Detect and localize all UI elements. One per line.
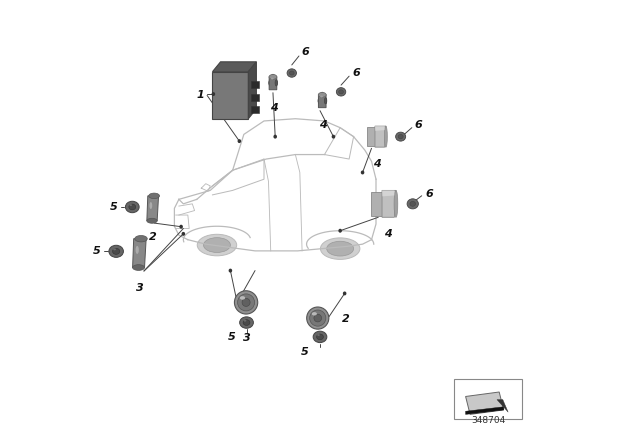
Ellipse shape bbox=[287, 69, 296, 77]
Ellipse shape bbox=[244, 320, 246, 322]
Ellipse shape bbox=[109, 246, 124, 257]
Ellipse shape bbox=[398, 134, 403, 139]
Ellipse shape bbox=[204, 237, 230, 253]
Ellipse shape bbox=[243, 320, 250, 325]
Ellipse shape bbox=[321, 238, 360, 259]
Ellipse shape bbox=[385, 126, 387, 147]
Ellipse shape bbox=[269, 74, 277, 79]
Text: 6: 6 bbox=[352, 68, 360, 78]
Ellipse shape bbox=[135, 236, 147, 242]
Ellipse shape bbox=[312, 312, 317, 315]
Polygon shape bbox=[497, 400, 508, 412]
Polygon shape bbox=[248, 62, 257, 119]
Text: 4: 4 bbox=[374, 159, 381, 168]
Text: 5: 5 bbox=[93, 246, 100, 256]
Text: 4: 4 bbox=[384, 229, 392, 239]
Polygon shape bbox=[319, 92, 326, 108]
Ellipse shape bbox=[269, 78, 277, 88]
Text: 4: 4 bbox=[270, 103, 278, 112]
Ellipse shape bbox=[148, 193, 159, 198]
Text: 5: 5 bbox=[301, 347, 309, 357]
Ellipse shape bbox=[317, 334, 320, 336]
Ellipse shape bbox=[242, 298, 250, 306]
Text: 348704: 348704 bbox=[471, 416, 506, 425]
Ellipse shape bbox=[239, 317, 253, 328]
Text: 3: 3 bbox=[136, 283, 144, 293]
Ellipse shape bbox=[313, 331, 327, 343]
Polygon shape bbox=[371, 192, 383, 216]
Ellipse shape bbox=[339, 90, 344, 94]
Bar bbox=[251, 94, 259, 101]
Ellipse shape bbox=[182, 232, 185, 236]
Ellipse shape bbox=[197, 234, 237, 256]
Polygon shape bbox=[269, 74, 276, 90]
Polygon shape bbox=[375, 126, 386, 147]
Text: 6: 6 bbox=[415, 121, 422, 130]
Ellipse shape bbox=[179, 225, 183, 228]
Bar bbox=[251, 106, 259, 113]
Ellipse shape bbox=[228, 269, 232, 272]
Text: 6: 6 bbox=[425, 189, 433, 199]
Ellipse shape bbox=[318, 96, 326, 106]
Ellipse shape bbox=[132, 265, 145, 271]
Polygon shape bbox=[466, 392, 504, 414]
Ellipse shape bbox=[394, 190, 398, 217]
Ellipse shape bbox=[407, 199, 419, 209]
Ellipse shape bbox=[147, 218, 157, 223]
Ellipse shape bbox=[324, 98, 327, 104]
Text: 2: 2 bbox=[149, 233, 157, 242]
Ellipse shape bbox=[129, 204, 136, 210]
Ellipse shape bbox=[361, 171, 364, 174]
Ellipse shape bbox=[314, 314, 321, 322]
Polygon shape bbox=[367, 127, 376, 146]
Ellipse shape bbox=[136, 246, 139, 254]
Ellipse shape bbox=[234, 291, 258, 314]
Ellipse shape bbox=[273, 135, 277, 138]
Bar bbox=[251, 81, 259, 88]
Polygon shape bbox=[212, 62, 257, 72]
Ellipse shape bbox=[113, 248, 116, 250]
Ellipse shape bbox=[318, 92, 326, 97]
Text: 3: 3 bbox=[243, 333, 251, 343]
Ellipse shape bbox=[113, 248, 120, 254]
Ellipse shape bbox=[327, 241, 354, 256]
Ellipse shape bbox=[320, 95, 323, 98]
Bar bbox=[454, 379, 522, 419]
Text: 1: 1 bbox=[197, 90, 205, 100]
Ellipse shape bbox=[317, 334, 323, 340]
Ellipse shape bbox=[237, 294, 255, 311]
Text: 2: 2 bbox=[342, 314, 349, 324]
Polygon shape bbox=[466, 407, 504, 414]
Ellipse shape bbox=[310, 310, 326, 326]
Text: 5: 5 bbox=[228, 332, 236, 342]
Ellipse shape bbox=[237, 139, 241, 143]
Ellipse shape bbox=[212, 92, 215, 96]
Ellipse shape bbox=[332, 135, 335, 138]
Ellipse shape bbox=[307, 307, 329, 329]
Polygon shape bbox=[147, 196, 159, 221]
Text: 6: 6 bbox=[301, 47, 309, 57]
Ellipse shape bbox=[410, 202, 415, 206]
Ellipse shape bbox=[125, 201, 139, 213]
Polygon shape bbox=[382, 190, 396, 217]
Ellipse shape bbox=[339, 229, 342, 233]
Polygon shape bbox=[132, 239, 146, 267]
Polygon shape bbox=[375, 126, 385, 131]
Ellipse shape bbox=[337, 88, 346, 96]
Ellipse shape bbox=[343, 292, 346, 295]
Ellipse shape bbox=[271, 78, 273, 80]
Text: 5: 5 bbox=[110, 202, 118, 212]
Text: 4: 4 bbox=[319, 121, 327, 130]
Ellipse shape bbox=[396, 132, 406, 141]
Ellipse shape bbox=[129, 204, 132, 206]
Ellipse shape bbox=[149, 202, 152, 209]
Ellipse shape bbox=[289, 71, 294, 75]
Ellipse shape bbox=[275, 80, 278, 86]
Polygon shape bbox=[212, 72, 248, 119]
Polygon shape bbox=[382, 190, 394, 196]
Ellipse shape bbox=[240, 296, 245, 300]
